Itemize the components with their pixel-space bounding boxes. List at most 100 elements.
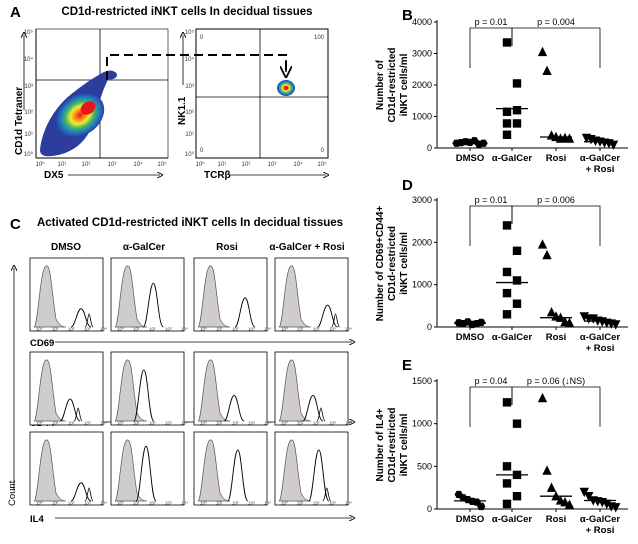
stained-histogram-peak <box>322 487 332 502</box>
plot2-xtick-5: 10⁵ <box>317 161 327 168</box>
histogram-tick: 10⁰ <box>117 327 124 332</box>
plot1-ytick-1: 10¹ <box>24 132 33 138</box>
data-point-square <box>502 310 512 319</box>
x-category-label: Rosi <box>546 514 567 525</box>
histogram-tick: 10¹ <box>133 501 140 506</box>
p-value-label: p = 0.04 <box>475 376 508 386</box>
data-point-triangle-down <box>602 499 612 510</box>
y-axis-label-line: Number of IL4+ <box>375 408 386 481</box>
histogram-tick: 10² <box>313 501 320 506</box>
y-tick-label: 3000 <box>412 195 432 205</box>
histogram-1-0: 10⁰ 10¹ 10² 10³ 10⁴ <box>29 351 107 426</box>
histogram-tick: 10⁰ <box>281 421 288 426</box>
x-category-label: α-GalCer <box>580 514 620 525</box>
isotype-histogram <box>114 359 148 422</box>
plot2-xtick-3: 10³ <box>268 162 277 168</box>
histogram-tick: 10⁰ <box>200 421 207 426</box>
stained-histogram-peak <box>73 407 83 422</box>
histogram-tick: 10⁰ <box>281 327 288 332</box>
data-point-triangle-up <box>546 482 557 492</box>
data-point-triangle-up <box>537 46 548 57</box>
data-point-hexagon <box>477 318 486 326</box>
histogram-tick: 10³ <box>84 501 91 506</box>
histogram-tick: 10¹ <box>297 501 304 506</box>
plot2-xtick-1: 10¹ <box>218 162 227 168</box>
histogram-tick: 10³ <box>329 421 336 426</box>
data-point-square <box>502 499 512 509</box>
histogram-tick: 10¹ <box>52 501 59 506</box>
histogram-2-2: 10⁰ 10¹ 10² 10³ 10⁴ <box>193 431 271 506</box>
histogram-tick: 10² <box>313 421 320 426</box>
y-tick-label: 0 <box>427 504 432 514</box>
x-category-label: + Rosi <box>586 525 615 536</box>
plot1-ytick-0: 10⁰ <box>24 151 34 158</box>
histogram-tick: 10⁴ <box>181 327 188 332</box>
histogram-tick: 10¹ <box>297 421 304 426</box>
panel-letter-d: D <box>402 177 413 194</box>
data-point-triangle-down <box>611 320 621 330</box>
histogram-tick: 10¹ <box>133 421 140 426</box>
stained-histogram-peak <box>331 313 340 328</box>
y-tick-label: 0 <box>427 143 432 153</box>
histogram-tick: 10⁴ <box>100 327 107 332</box>
data-point-square <box>502 130 512 139</box>
isotype-histogram <box>197 265 231 328</box>
isotype-histogram <box>114 439 148 502</box>
isotype-histogram <box>33 265 67 328</box>
histogram-tick: 10⁰ <box>117 421 124 426</box>
stained-histogram <box>317 304 338 328</box>
data-point-triangle-up <box>542 465 552 475</box>
histogram-tick: 10¹ <box>216 421 223 426</box>
scatter-panel-d: D Number of CD69+CD44+ CD1d-restricted iNKT… <box>375 177 628 354</box>
y-axis-label-line: iNKT cells/ml <box>399 53 410 116</box>
x-category-label: α-GalCer <box>580 332 620 343</box>
significance-bracket <box>511 386 601 427</box>
col-label-dmso: DMSO <box>51 242 81 253</box>
histogram-tick: 10¹ <box>52 421 59 426</box>
x-category-label: Rosi <box>546 332 567 343</box>
histogram-tick: 10³ <box>248 327 255 332</box>
stained-histogram <box>223 394 245 422</box>
ylabel-nk11: NK1.1 <box>177 96 188 125</box>
plot2-ytick-3: 10³ <box>185 84 194 90</box>
y-tick-label: 2000 <box>412 237 432 247</box>
isotype-histogram <box>33 439 67 502</box>
histogram-tick: 10² <box>232 327 239 332</box>
plot1-xtick-2: 10² <box>82 162 91 168</box>
ylabel-count: Count <box>7 480 18 506</box>
histogram-tick: 10² <box>149 327 156 332</box>
row-label-il4: IL4 <box>30 514 44 525</box>
y-axis-label-line: CD1d-restricted <box>387 47 398 122</box>
ylabel-cd1d-tetraner: CD1d Tetraner <box>14 87 25 155</box>
data-point-triangle-up <box>537 392 548 403</box>
histogram-tick: 10⁰ <box>200 501 207 506</box>
histogram-0-1: 10⁰ 10¹ 10² 10³ 10⁴ <box>110 257 188 332</box>
plot1-xtick-4: 10⁴ <box>133 161 143 168</box>
isotype-histogram <box>278 359 312 422</box>
histogram-tick: 10³ <box>84 327 91 332</box>
x-category-label: DMSO <box>456 514 485 525</box>
histogram-tick: 10¹ <box>297 327 304 332</box>
histogram-tick: 10¹ <box>216 327 223 332</box>
y-tick-label: 1000 <box>412 419 432 429</box>
histogram-2-1: 10⁰ 10¹ 10² 10³ 10⁴ <box>110 431 188 506</box>
y-axis-label-line: iNKT cells/ml <box>399 232 410 295</box>
histogram-tick: 10⁰ <box>36 501 43 506</box>
stained-histogram <box>234 297 256 328</box>
data-point-square <box>502 38 512 47</box>
histogram-2-3: 10⁰ 10¹ 10² 10³ 10⁴ <box>274 431 352 506</box>
y-tick-label: 1000 <box>412 112 432 122</box>
plot1-xtick-5: 10⁵ <box>157 161 167 168</box>
y-axis-label-line: iNKT cells/ml <box>399 413 410 476</box>
col-label-rosi: Rosi <box>216 242 238 253</box>
xlabel-dx5: DX5 <box>44 170 64 181</box>
data-point-triangle-up <box>542 65 552 76</box>
stained-histogram <box>59 398 81 422</box>
y-axis-label-line: Number of <box>375 59 386 110</box>
histogram-tick: 10⁴ <box>181 421 188 426</box>
y-tick-label: 3000 <box>412 49 432 59</box>
data-point-square <box>512 276 522 285</box>
plot1-ytick-4: 10⁴ <box>24 56 34 63</box>
plot2-ytick-2: 10² <box>185 110 194 116</box>
